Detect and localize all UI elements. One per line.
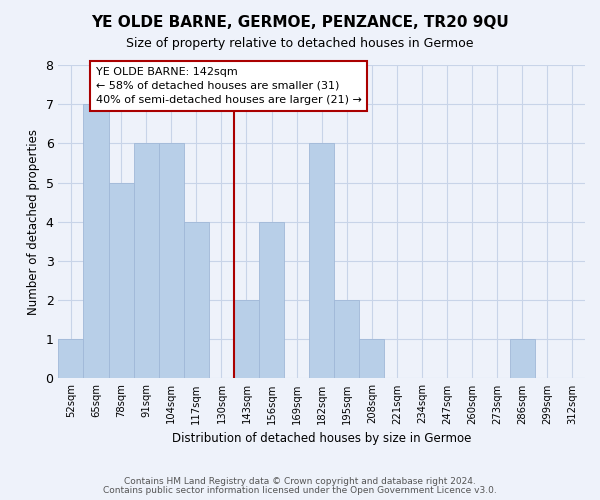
Text: Size of property relative to detached houses in Germoe: Size of property relative to detached ho… xyxy=(126,38,474,51)
Text: Contains HM Land Registry data © Crown copyright and database right 2024.: Contains HM Land Registry data © Crown c… xyxy=(124,477,476,486)
Bar xyxy=(83,104,109,378)
X-axis label: Distribution of detached houses by size in Germoe: Distribution of detached houses by size … xyxy=(172,432,472,445)
Text: YE OLDE BARNE, GERMOE, PENZANCE, TR20 9QU: YE OLDE BARNE, GERMOE, PENZANCE, TR20 9Q… xyxy=(91,15,509,30)
Bar xyxy=(109,182,134,378)
Bar xyxy=(309,144,334,378)
Bar xyxy=(134,144,159,378)
Y-axis label: Number of detached properties: Number of detached properties xyxy=(27,128,40,314)
Bar xyxy=(184,222,209,378)
Text: Contains public sector information licensed under the Open Government Licence v3: Contains public sector information licen… xyxy=(103,486,497,495)
Bar xyxy=(510,340,535,378)
Bar xyxy=(259,222,284,378)
Bar xyxy=(334,300,359,378)
Bar xyxy=(159,144,184,378)
Bar xyxy=(234,300,259,378)
Bar xyxy=(359,340,385,378)
Text: YE OLDE BARNE: 142sqm
← 58% of detached houses are smaller (31)
40% of semi-deta: YE OLDE BARNE: 142sqm ← 58% of detached … xyxy=(96,67,362,105)
Bar xyxy=(58,340,83,378)
